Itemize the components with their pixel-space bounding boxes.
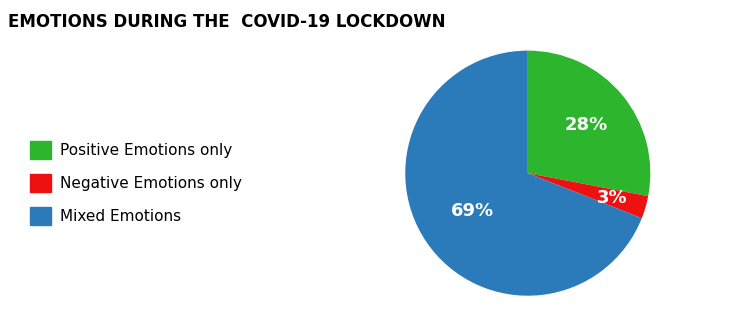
Text: 3%: 3% (597, 189, 628, 207)
Wedge shape (528, 51, 651, 196)
Wedge shape (528, 173, 648, 218)
Text: EMOTIONS DURING THE  COVID-19 LOCKDOWN: EMOTIONS DURING THE COVID-19 LOCKDOWN (8, 13, 445, 31)
Text: 69%: 69% (450, 202, 494, 220)
Wedge shape (405, 51, 642, 296)
Text: 28%: 28% (565, 116, 608, 134)
Legend: Positive Emotions only, Negative Emotions only, Mixed Emotions: Positive Emotions only, Negative Emotion… (23, 135, 248, 231)
